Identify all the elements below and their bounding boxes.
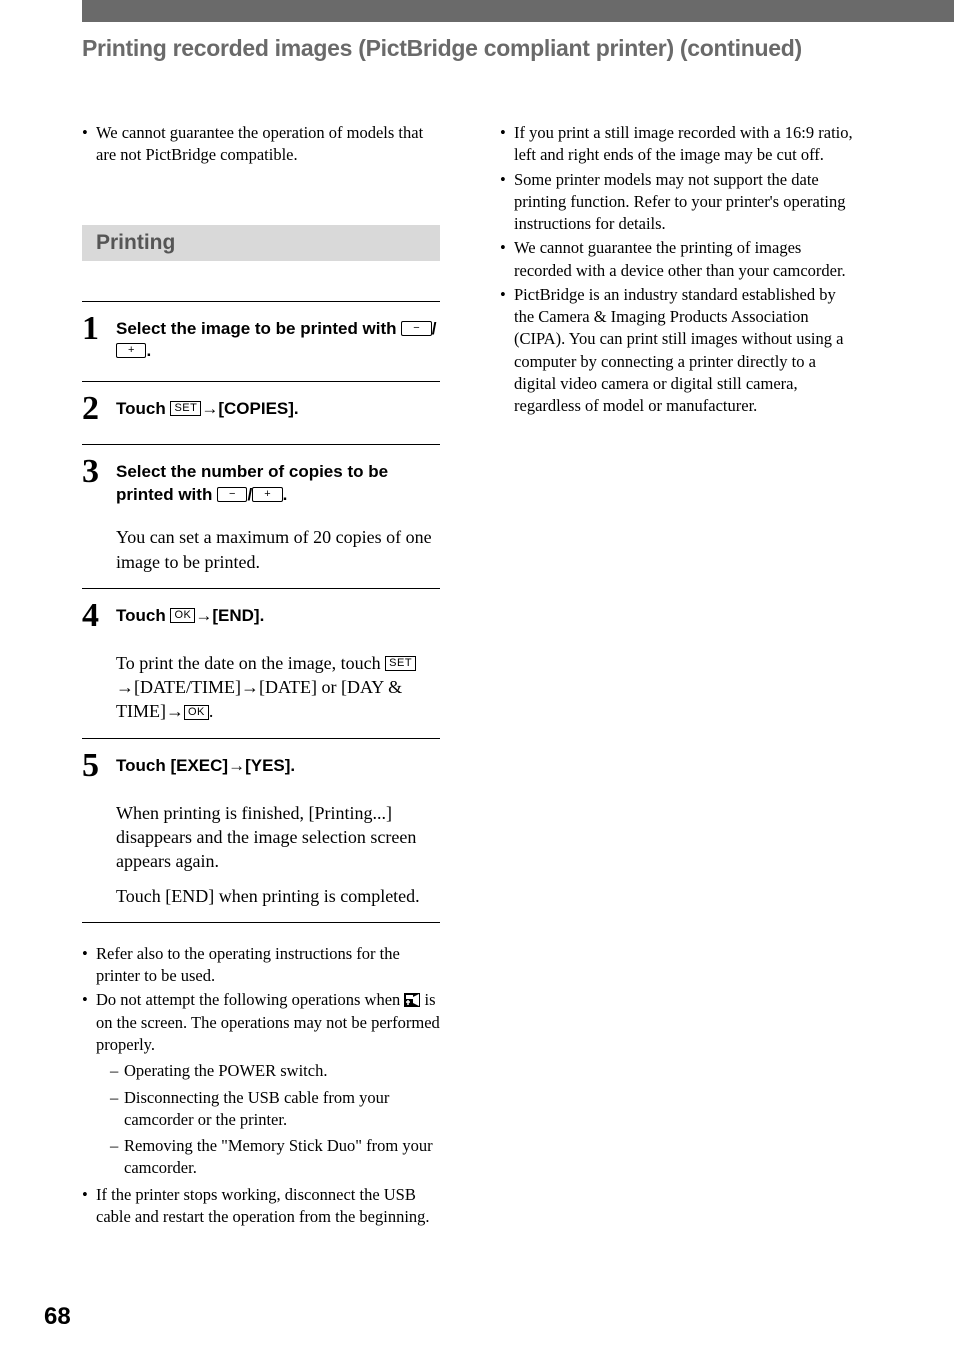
sub-item: Removing the "Memory Stick Duo" from you…	[96, 1135, 440, 1180]
text: Do not attempt the following operations …	[96, 990, 404, 1009]
set-icon: SET	[170, 401, 201, 416]
page-title: Printing recorded images (PictBridge com…	[82, 35, 802, 62]
step-number: 5	[82, 749, 116, 783]
arrow-icon: →	[166, 701, 184, 721]
note-item: Do not attempt the following operations …	[82, 989, 440, 1179]
page-number: 68	[44, 1303, 71, 1331]
step-4-text: To print the date on the image, touch SE…	[116, 651, 440, 724]
step-5-text-2: Touch [END] when printing is completed.	[116, 884, 440, 908]
printer-warn-icon	[404, 993, 420, 1007]
text: [END].	[212, 606, 264, 625]
header-bar	[82, 0, 954, 22]
note-item: Refer also to the operating instructions…	[82, 943, 440, 988]
step-title: Touch SET→[COPIES].	[116, 398, 440, 421]
step-5-text-1: When printing is finished, [Printing...]…	[116, 801, 440, 874]
right-column: If you print a still image recorded with…	[500, 122, 858, 1230]
arrow-icon: →	[195, 606, 212, 625]
rule	[82, 922, 440, 923]
step-2: 2 Touch SET→[COPIES].	[82, 382, 440, 432]
text: .	[209, 701, 214, 721]
step-body: Touch [EXEC]→[YES].	[116, 749, 440, 778]
intro-bullet: We cannot guarantee the operation of mod…	[82, 122, 440, 167]
note-item: We cannot guarantee the printing of imag…	[500, 237, 858, 282]
step-number: 2	[82, 392, 116, 426]
ok-icon: OK	[170, 608, 195, 623]
step-title: Touch [EXEC]→[YES].	[116, 755, 440, 778]
step-3-text: You can set a maximum of 20 copies of on…	[116, 525, 440, 574]
step-number: 4	[82, 599, 116, 633]
text: .	[283, 485, 288, 504]
step-body: Select the number of copies to be printe…	[116, 455, 440, 507]
step-body: Select the image to be printed with −/ +.	[116, 312, 440, 364]
minus-icon: −	[217, 487, 247, 502]
step-body: Touch SET→[COPIES].	[116, 392, 440, 421]
ok-icon: OK	[184, 705, 209, 720]
note-item: If you print a still image recorded with…	[500, 122, 858, 167]
arrow-icon: →	[116, 677, 134, 697]
arrow-icon: →	[241, 677, 259, 697]
text: [DATE/TIME]	[134, 677, 241, 697]
text: [YES].	[245, 756, 295, 775]
arrow-icon: →	[201, 399, 218, 418]
set-icon: SET	[385, 656, 416, 671]
text: [COPIES].	[218, 399, 298, 418]
notes-right: If you print a still image recorded with…	[500, 122, 858, 417]
step-1: 1 Select the image to be printed with −/…	[82, 302, 440, 370]
sub-item: Operating the POWER switch.	[96, 1060, 440, 1082]
step-body: Touch OK→[END].	[116, 599, 440, 628]
minus-icon: −	[401, 321, 431, 336]
step-4: 4 Touch OK→[END].	[82, 589, 440, 639]
plus-icon: +	[116, 343, 146, 358]
step-number: 3	[82, 455, 116, 489]
sub-list: Operating the POWER switch. Disconnectin…	[96, 1060, 440, 1179]
text: To print the date on the image, touch	[116, 653, 385, 673]
step-5: 5 Touch [EXEC]→[YES].	[82, 739, 440, 789]
text: .	[146, 341, 151, 360]
note-item: Some printer models may not support the …	[500, 169, 858, 236]
note-item: If the printer stops working, disconnect…	[82, 1184, 440, 1229]
left-column: We cannot guarantee the operation of mod…	[82, 122, 440, 1230]
content: We cannot guarantee the operation of mod…	[82, 122, 894, 1230]
arrow-icon: →	[228, 756, 245, 775]
text: /	[432, 319, 437, 338]
plus-icon: +	[252, 487, 282, 502]
step-title: Select the number of copies to be printe…	[116, 461, 440, 507]
sub-item: Disconnecting the USB cable from your ca…	[96, 1087, 440, 1132]
intro-list: We cannot guarantee the operation of mod…	[82, 122, 440, 167]
text: Touch	[116, 399, 170, 418]
step-title: Select the image to be printed with −/ +.	[116, 318, 440, 364]
step-number: 1	[82, 312, 116, 346]
text: Touch [EXEC]	[116, 756, 228, 775]
text: Touch	[116, 606, 170, 625]
notes-left: Refer also to the operating instructions…	[82, 943, 440, 1228]
text: Select the image to be printed with	[116, 319, 401, 338]
note-item: PictBridge is an industry standard estab…	[500, 284, 858, 418]
step-3: 3 Select the number of copies to be prin…	[82, 445, 440, 513]
step-title: Touch OK→[END].	[116, 605, 440, 628]
section-header-printing: Printing	[82, 225, 440, 261]
